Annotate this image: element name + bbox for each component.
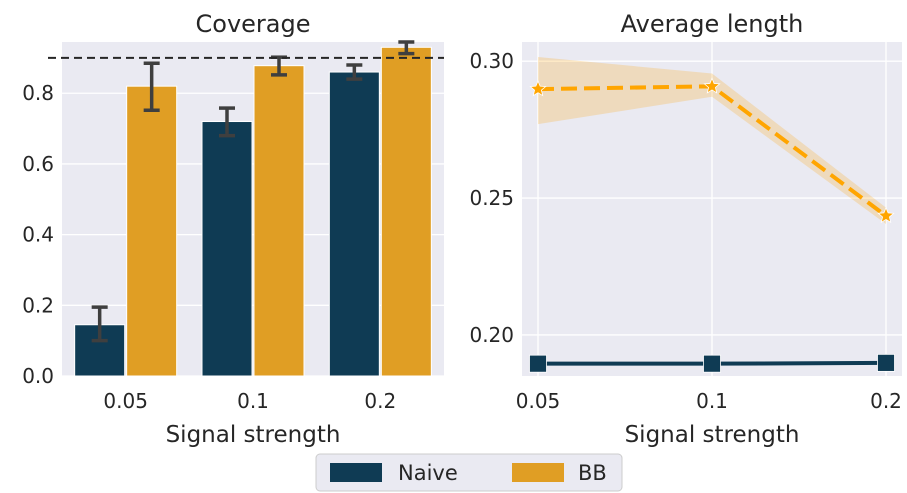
bb-star-marker xyxy=(877,206,895,224)
coverage-error-bars xyxy=(91,40,415,343)
bb-confidence-band xyxy=(538,57,886,225)
coverage-x-axis-title: Signal strength xyxy=(166,422,341,448)
coverage-bar-bb xyxy=(380,46,432,377)
average-length-x-tick-label: 0.05 xyxy=(516,389,561,413)
average-length-y-tick-label: 0.20 xyxy=(469,323,514,347)
legend-label-bb: BB xyxy=(578,461,607,485)
coverage-bar-bb xyxy=(253,65,305,377)
average-length-x-tick-label: 0.2 xyxy=(870,389,902,413)
average-length-y-tick-label: 0.25 xyxy=(469,186,514,210)
average-length-gridlines xyxy=(522,42,902,376)
average-length-x-tick-labels: 0.05 0.1 0.2 xyxy=(516,389,902,413)
naive-square-marker xyxy=(703,354,721,373)
coverage-y-tick-label: 0.8 xyxy=(22,81,54,105)
average-length-series xyxy=(529,57,895,373)
coverage-y-tick-labels: 0.0 0.2 0.4 0.6 0.8 xyxy=(22,81,54,388)
naive-square-marker xyxy=(529,354,547,373)
average-length-title: Average length xyxy=(621,10,804,38)
legend-swatch-bb xyxy=(512,463,564,482)
average-length-y-tick-label: 0.30 xyxy=(469,49,514,73)
bb-star-marker xyxy=(529,80,547,97)
average-length-x-axis-title: Signal strength xyxy=(625,422,800,448)
legend-swatch-naive xyxy=(330,463,382,482)
naive-square-marker xyxy=(877,353,895,372)
coverage-title: Coverage xyxy=(196,10,311,38)
coverage-bar-naive xyxy=(328,71,380,377)
coverage-y-tick-label: 0.2 xyxy=(22,293,54,317)
average-length-panel: 0.20 0.25 0.30 0.05 0.1 0.2 Average length S… xyxy=(469,10,902,448)
coverage-panel: 0.0 0.2 0.4 0.6 0.8 0.05 0.1 0.2 Coverage Sign… xyxy=(22,10,444,448)
coverage-x-tick-label: 0.1 xyxy=(237,389,269,413)
coverage-plot-area xyxy=(62,42,444,376)
coverage-x-tick-labels: 0.05 0.1 0.2 xyxy=(103,389,396,413)
coverage-bar-naive xyxy=(201,121,253,377)
coverage-y-tick-label: 0.6 xyxy=(22,152,54,176)
legend: Naive BB xyxy=(315,453,623,492)
coverage-bar-bb xyxy=(126,85,178,377)
coverage-x-tick-label: 0.05 xyxy=(103,389,148,413)
coverage-y-tick-label: 0.0 xyxy=(22,364,54,388)
legend-label-naive: Naive xyxy=(398,461,458,485)
coverage-bars xyxy=(74,46,432,377)
coverage-y-tick-label: 0.4 xyxy=(22,223,54,247)
coverage-gridlines xyxy=(62,92,444,377)
average-length-y-tick-labels: 0.20 0.25 0.30 xyxy=(469,49,514,347)
average-length-x-tick-label: 0.1 xyxy=(696,389,728,413)
coverage-x-tick-label: 0.2 xyxy=(364,389,396,413)
bb-star-marker xyxy=(703,77,721,94)
